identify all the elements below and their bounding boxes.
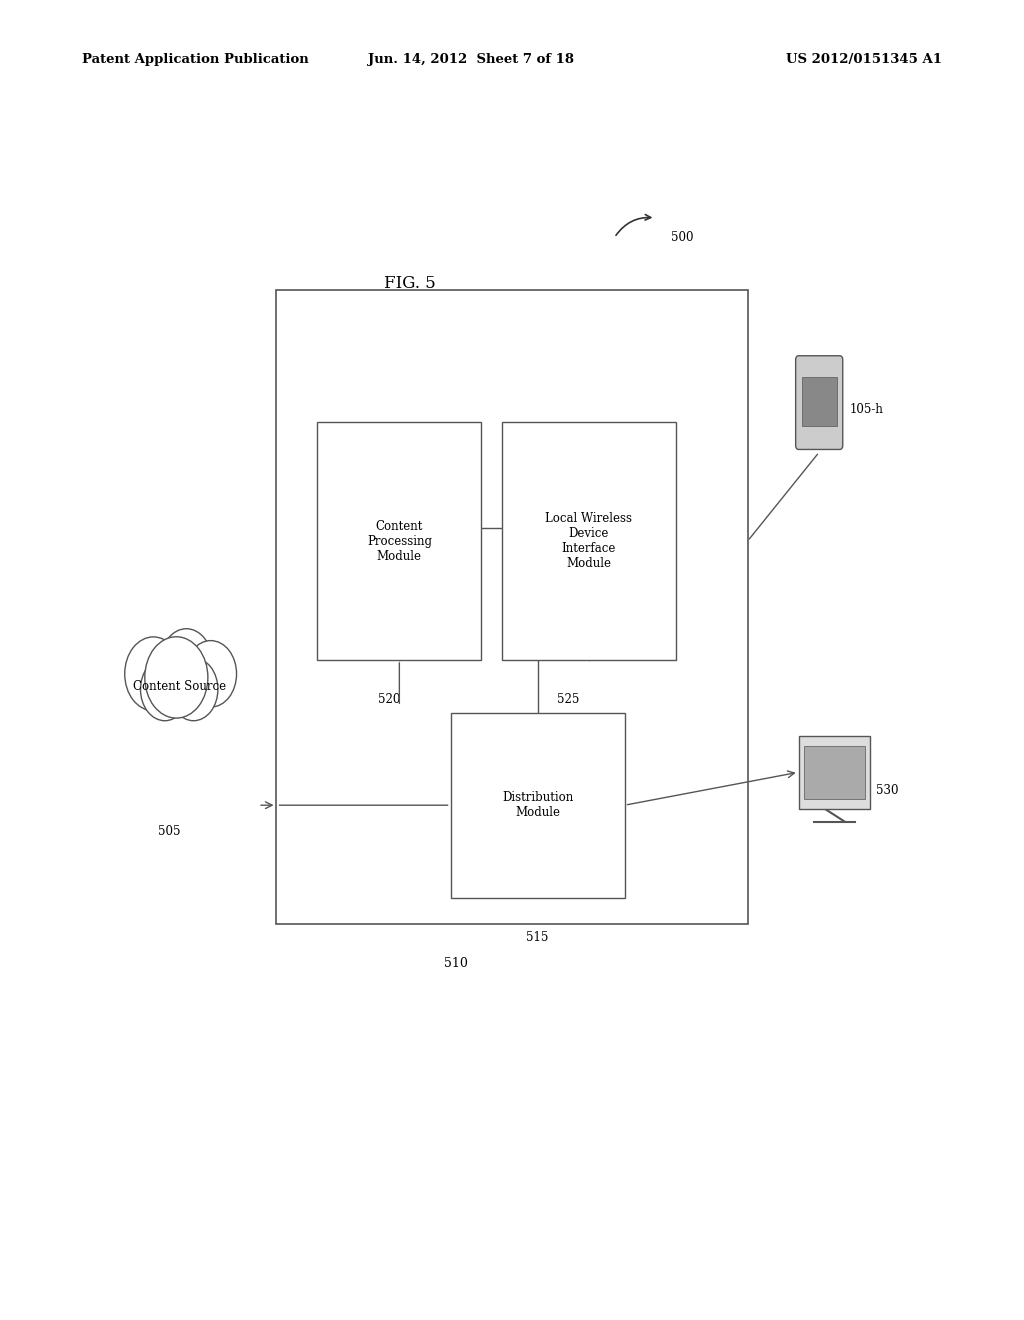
Text: 510: 510 bbox=[443, 957, 467, 970]
FancyBboxPatch shape bbox=[799, 737, 870, 808]
Circle shape bbox=[169, 657, 218, 721]
Text: 520: 520 bbox=[378, 693, 400, 706]
Text: 515: 515 bbox=[526, 931, 549, 944]
Text: 500: 500 bbox=[671, 231, 693, 244]
Text: Local Wireless
Device
Interface
Module: Local Wireless Device Interface Module bbox=[546, 512, 632, 570]
FancyBboxPatch shape bbox=[804, 747, 865, 800]
FancyBboxPatch shape bbox=[276, 290, 748, 924]
Text: 530: 530 bbox=[876, 784, 898, 797]
Circle shape bbox=[140, 657, 189, 721]
Text: US 2012/0151345 A1: US 2012/0151345 A1 bbox=[786, 53, 942, 66]
Text: Content Source: Content Source bbox=[133, 680, 225, 693]
Circle shape bbox=[161, 628, 212, 696]
FancyBboxPatch shape bbox=[802, 378, 837, 425]
Circle shape bbox=[144, 636, 208, 718]
Text: Distribution
Module: Distribution Module bbox=[502, 791, 573, 820]
Text: 105-h: 105-h bbox=[850, 403, 884, 416]
Text: Jun. 14, 2012  Sheet 7 of 18: Jun. 14, 2012 Sheet 7 of 18 bbox=[368, 53, 574, 66]
Text: 505: 505 bbox=[158, 825, 180, 838]
FancyBboxPatch shape bbox=[451, 713, 625, 898]
Text: Content
Processing
Module: Content Processing Module bbox=[367, 520, 432, 562]
Text: Patent Application Publication: Patent Application Publication bbox=[82, 53, 308, 66]
Circle shape bbox=[185, 640, 237, 708]
FancyBboxPatch shape bbox=[502, 422, 676, 660]
FancyBboxPatch shape bbox=[317, 422, 481, 660]
FancyBboxPatch shape bbox=[796, 356, 843, 449]
Circle shape bbox=[125, 636, 182, 711]
Text: 525: 525 bbox=[557, 693, 580, 706]
Text: FIG. 5: FIG. 5 bbox=[384, 276, 435, 292]
